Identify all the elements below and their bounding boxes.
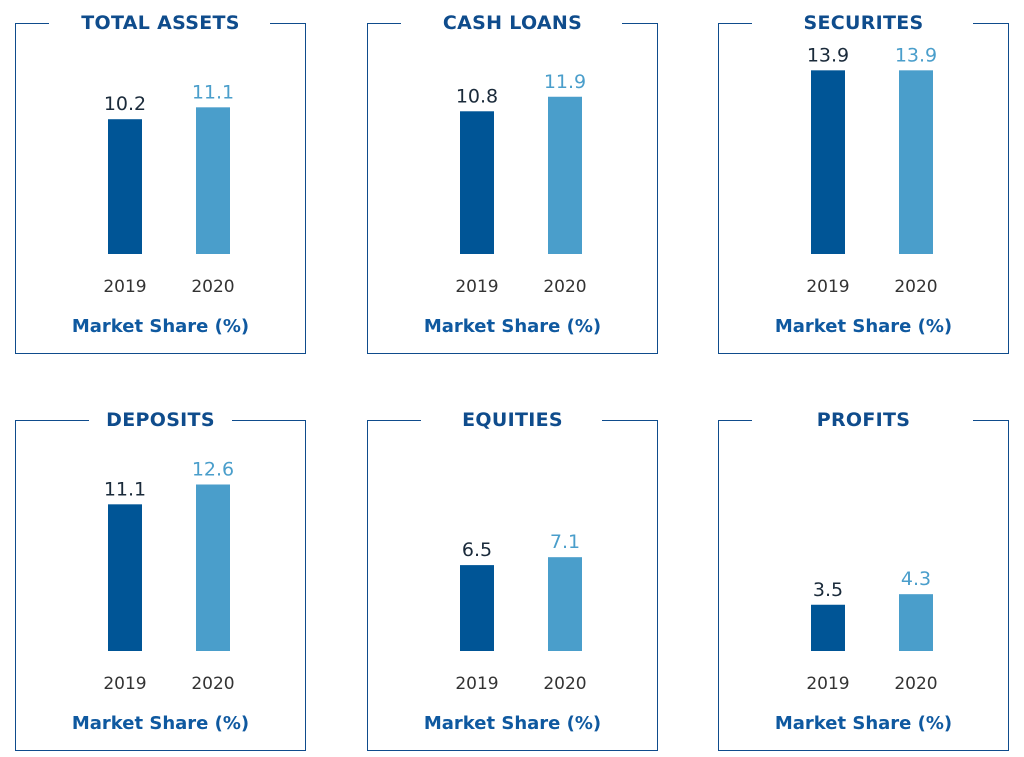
tick-label-2019: 2019 bbox=[103, 674, 146, 694]
frame-line-right bbox=[622, 23, 658, 24]
bar-chart: 13.9 2019 13.9 2020 bbox=[806, 44, 937, 297]
data-label-2019: 11.1 bbox=[104, 478, 146, 500]
bar-chart: 11.1 2019 12.6 2020 bbox=[103, 459, 234, 695]
data-label-2019: 6.5 bbox=[462, 539, 492, 561]
bar-2019 bbox=[108, 504, 142, 651]
chart-panel-securites: SECURITES 13.9 2019 13.9 2020 Market Share … bbox=[718, 12, 1009, 354]
data-label-2019: 3.5 bbox=[813, 579, 843, 601]
chart-title: PROFITS bbox=[816, 409, 911, 431]
chart-panel-equities: EQUITIES 6.5 2019 7.1 2020 Market Share (%) bbox=[367, 409, 658, 751]
bar-2020 bbox=[548, 557, 582, 651]
chart-panel-profits: PROFITS 3.5 2019 4.3 2020 Market Share (%) bbox=[718, 409, 1009, 751]
frame-line-left bbox=[718, 420, 752, 421]
bar-2019 bbox=[811, 70, 845, 254]
frame-line-left bbox=[367, 23, 401, 24]
data-label-2019: 10.8 bbox=[456, 85, 498, 107]
frame-line-left bbox=[718, 23, 752, 24]
tick-label-2020: 2020 bbox=[543, 674, 586, 694]
chart-panel-deposits: DEPOSITS 11.1 2019 12.6 2020 Market Share (… bbox=[15, 409, 306, 751]
bar-2019 bbox=[811, 604, 845, 651]
frame-line-right bbox=[973, 420, 1009, 421]
axis-caption: Market Share (%) bbox=[71, 713, 250, 734]
axis-caption: Market Share (%) bbox=[774, 316, 953, 337]
frame-line-right bbox=[602, 420, 658, 421]
data-label-2020: 7.1 bbox=[550, 531, 580, 553]
tick-label-2020: 2020 bbox=[894, 277, 937, 297]
frame-line-right bbox=[270, 23, 306, 24]
data-label-2020: 4.3 bbox=[901, 568, 931, 590]
data-label-2020: 13.9 bbox=[895, 44, 937, 66]
bar-chart: 6.5 2019 7.1 2020 bbox=[455, 531, 586, 694]
tick-label-2020: 2020 bbox=[543, 277, 586, 297]
bar-2020 bbox=[899, 70, 933, 254]
tick-label-2019: 2019 bbox=[455, 277, 498, 297]
bar-2019 bbox=[460, 565, 494, 651]
tick-label-2020: 2020 bbox=[191, 674, 234, 694]
tick-label-2019: 2019 bbox=[455, 674, 498, 694]
bar-2019 bbox=[108, 119, 142, 254]
tick-label-2019: 2019 bbox=[806, 674, 849, 694]
tick-label-2019: 2019 bbox=[806, 277, 849, 297]
bar-2020 bbox=[196, 484, 230, 651]
tick-label-2019: 2019 bbox=[103, 277, 146, 297]
frame-line-left bbox=[15, 420, 89, 421]
data-label-2020: 12.6 bbox=[192, 459, 234, 481]
bar-2020 bbox=[548, 96, 582, 254]
bar-chart: 3.5 2019 4.3 2020 bbox=[806, 568, 937, 694]
chart-title: TOTAL ASSETS bbox=[81, 12, 240, 34]
axis-caption: Market Share (%) bbox=[71, 316, 250, 337]
frame-line-left bbox=[367, 420, 421, 421]
bar-2019 bbox=[460, 111, 494, 255]
data-label-2019: 10.2 bbox=[104, 93, 146, 115]
bar-chart: 10.2 2019 11.1 2020 bbox=[103, 81, 234, 297]
chart-panel-total-assets: TOTAL ASSETS 10.2 2019 11.1 2020 Market Sha… bbox=[15, 12, 306, 354]
chart-panel-cash-loans: CASH LOANS 10.8 2019 11.9 2020 Market Share… bbox=[367, 12, 658, 354]
axis-caption: Market Share (%) bbox=[774, 713, 953, 734]
bar-2020 bbox=[196, 107, 230, 254]
data-label-2019: 13.9 bbox=[807, 44, 849, 66]
chart-title: DEPOSITS bbox=[106, 409, 215, 431]
chart-title: SECURITES bbox=[803, 12, 924, 34]
chart-title: CASH LOANS bbox=[442, 12, 583, 34]
frame-line-right bbox=[232, 420, 306, 421]
data-label-2020: 11.9 bbox=[544, 71, 586, 93]
chart-title: EQUITIES bbox=[462, 409, 563, 431]
frame-line-left bbox=[15, 23, 49, 24]
bar-2020 bbox=[899, 594, 933, 651]
tick-label-2020: 2020 bbox=[191, 277, 234, 297]
axis-caption: Market Share (%) bbox=[423, 713, 602, 734]
bar-chart: 10.8 2019 11.9 2020 bbox=[455, 71, 586, 297]
tick-label-2020: 2020 bbox=[894, 674, 937, 694]
axis-caption: Market Share (%) bbox=[423, 316, 602, 337]
data-label-2020: 11.1 bbox=[192, 81, 234, 103]
frame-line-right bbox=[973, 23, 1009, 24]
